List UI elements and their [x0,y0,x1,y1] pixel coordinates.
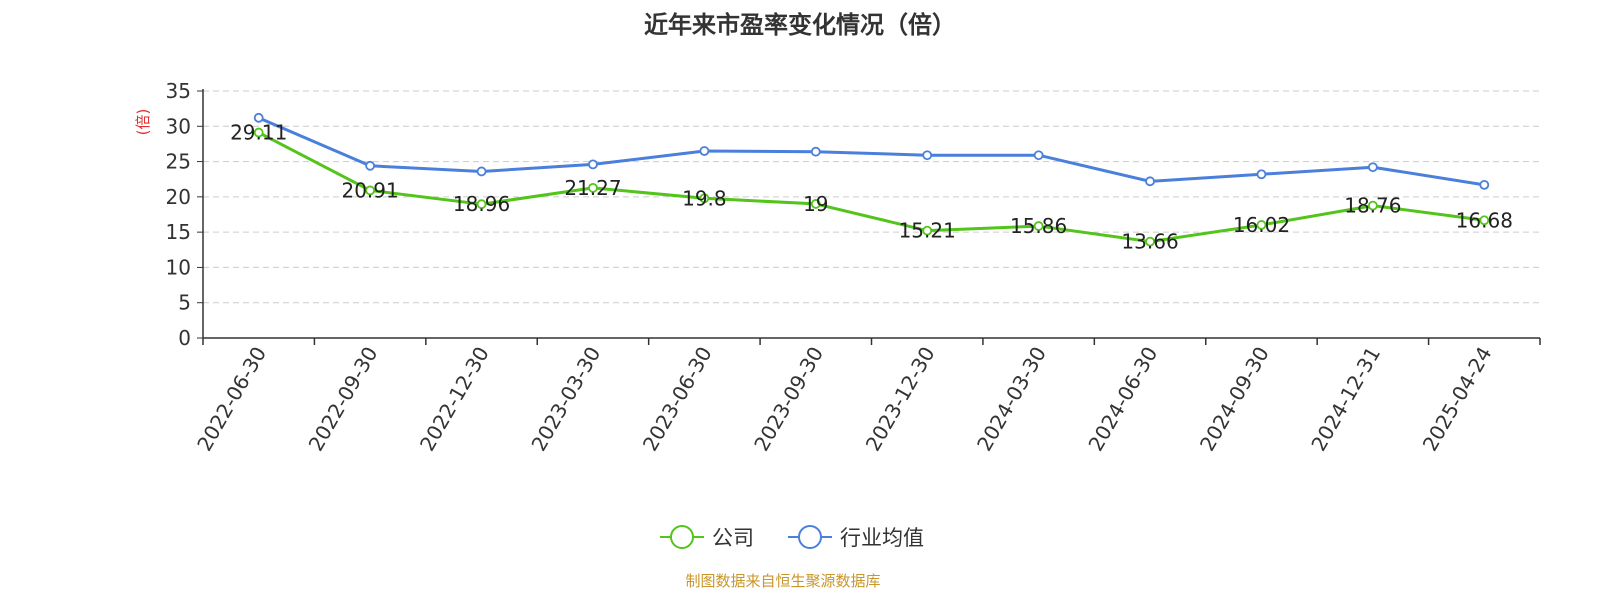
data-point [1256,169,1267,180]
data-label: 15.21 [899,219,956,243]
data-point [588,159,598,170]
y-tick-label: 10 [166,255,191,279]
series-line-0 [258,131,1485,244]
data-label: 15.86 [1010,214,1067,238]
data-label: 29.11 [230,121,287,145]
data-point [476,199,487,210]
data-point [1479,179,1490,190]
data-point [1479,215,1490,226]
data-label: 16.68 [1456,208,1513,232]
data-label: 13.66 [1121,230,1178,254]
x-tick-label: 2023-03-30 [526,343,605,456]
legend-marker [670,525,694,549]
axes [197,89,1541,345]
data-point [1033,150,1044,161]
legend: 公司 行业均值 [660,525,924,550]
data-point [365,185,376,196]
series-line-1 [258,116,1485,187]
y-tick-label: 30 [166,114,191,138]
x-tick-label: 2024-12-31 [1306,343,1385,456]
data-label: 16.02 [1233,213,1290,237]
legend-label: 行业均值 [840,526,924,550]
y-tick-labels: 0 5 10 15 20 25 30 35 [166,79,191,350]
y-tick-label: 20 [166,185,191,209]
x-tick-label: 2022-06-30 [192,343,271,456]
data-point [253,112,264,123]
data-point [810,199,821,209]
x-tick-label: 2024-06-30 [1083,343,1162,456]
x-tick-label: 2022-09-30 [304,343,383,456]
x-tick-label: 2023-06-30 [638,343,717,456]
y-axis-label: (倍) [134,109,152,136]
data-point [699,193,710,204]
data-point [476,166,487,177]
y-tick-label: 25 [166,150,191,174]
legend-marker [798,525,822,549]
data-label: 18.96 [453,192,510,216]
legend-label: 公司 [712,526,754,550]
x-tick-label: 2022-12-30 [415,342,494,455]
y-tick-label: 0 [178,326,191,350]
data-label: 20.91 [341,178,398,202]
data-point [588,182,598,193]
data-labels: 29.11 20.91 18.96 21.27 19.8 19 15.21 15.86 13.6… [230,121,1513,254]
x-tick-labels: 2022-06-30 2022-09-30 2022-12-30 2023-03-30… [192,342,1496,455]
data-point [1367,200,1378,211]
data-point [1145,236,1155,247]
source-note: 制图数据来自恒生聚源数据库 [685,572,880,590]
data-label: 21.27 [564,176,621,200]
data-point [1145,176,1155,187]
chart-title: 近年来市盈率变化情况（倍） [644,11,956,39]
y-tick-label: 15 [166,220,191,244]
data-label: 19 [803,192,828,216]
data-point [253,127,264,138]
data-point [810,146,821,157]
data-label: 19.8 [682,186,727,210]
y-tick-label: 35 [166,79,191,103]
series-group [253,112,1490,247]
data-point [1367,162,1378,173]
x-tick-label: 2025-04-24 [1418,343,1497,456]
data-point [699,146,710,156]
x-tick-label: 2023-09-30 [749,343,828,456]
x-tick-label: 2024-03-30 [972,343,1051,456]
grid-lines [203,90,1540,304]
data-label: 18.76 [1344,194,1401,218]
data-point [1033,221,1044,231]
data-point [365,160,376,171]
data-point [1256,220,1267,230]
data-point [922,150,933,161]
y-tick-label: 5 [178,291,191,315]
x-tick-label: 2023-12-30 [861,342,940,455]
data-point [922,225,933,236]
x-tick-label: 2024-09-30 [1195,343,1274,456]
